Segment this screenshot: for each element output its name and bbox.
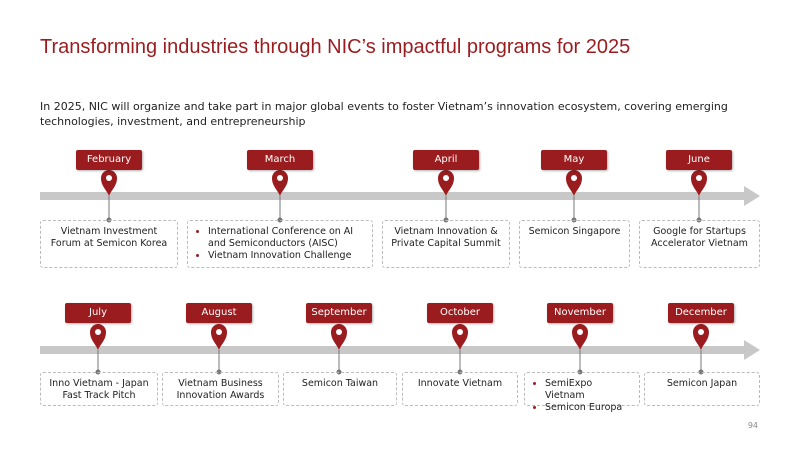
timeline-arrow (744, 340, 760, 360)
month-tag: June (666, 150, 732, 170)
event-text: Inno Vietnam - Japan Fast Track Pitch (49, 378, 149, 401)
month-tag: May (541, 150, 607, 170)
pin (691, 170, 707, 196)
event-text: Innovate Vietnam (417, 378, 503, 389)
pin-hole (336, 329, 342, 335)
event-box: Semicon Japan (644, 372, 760, 406)
event-box: Inno Vietnam - Japan Fast Track Pitch (40, 372, 158, 406)
month-tag: September (306, 303, 372, 323)
pin (438, 170, 454, 196)
event-box: Vietnam Innovation & Private Capital Sum… (382, 220, 510, 268)
event-item: International Conference on AI and Semic… (208, 226, 366, 250)
pin (101, 170, 117, 196)
pin (566, 170, 582, 196)
event-text: Semicon Singapore (528, 226, 621, 237)
timeline-arrow (744, 186, 760, 206)
month-tag: March (247, 150, 313, 170)
month-tag: April (413, 150, 479, 170)
subtitle: In 2025, NIC will organize and take part… (40, 100, 728, 128)
pin-hole (106, 175, 112, 181)
event-list: International Conference on AI and Semic… (194, 226, 366, 262)
pin (572, 324, 588, 350)
event-box: Vietnam Investment Forum at Semicon Kore… (40, 220, 178, 268)
pin-hole (457, 329, 463, 335)
month-tag: February (76, 150, 142, 170)
event-box: Vietnam Business Innovation Awards (162, 372, 279, 406)
pin (272, 170, 288, 196)
event-item: Semicon Europa (545, 402, 633, 414)
pin-hole (443, 175, 449, 181)
event-text: Semicon Japan (666, 378, 738, 389)
pin-hole (95, 329, 101, 335)
event-item: Vietnam Innovation Challenge (208, 250, 366, 262)
event-text: Vietnam Innovation & Private Capital Sum… (391, 226, 501, 249)
pin-hole (696, 175, 702, 181)
pin-hole (216, 329, 222, 335)
event-box: International Conference on AI and Semic… (187, 220, 373, 268)
month-tag: July (65, 303, 131, 323)
pin (211, 324, 227, 350)
pin-hole (277, 175, 283, 181)
event-box: Semicon Singapore (519, 220, 630, 268)
month-tag: October (427, 303, 493, 323)
event-text: Google for Startups Accelerator Vietnam (651, 226, 748, 249)
event-box: Semicon Taiwan (283, 372, 397, 406)
pin-hole (577, 329, 583, 335)
pin (693, 324, 709, 350)
event-list: SemiExpo VietnamSemicon Europa (531, 378, 633, 413)
timeline-bar (40, 346, 746, 354)
page-number: 94 (747, 421, 758, 430)
event-box: Innovate Vietnam (402, 372, 518, 406)
pin (331, 324, 347, 350)
event-text: Vietnam Investment Forum at Semicon Kore… (50, 226, 168, 249)
pin (90, 324, 106, 350)
title: Transforming industries through NIC’s im… (40, 36, 631, 58)
event-box: SemiExpo VietnamSemicon Europa (524, 372, 640, 413)
event-box: Google for Startups Accelerator Vietnam (639, 220, 760, 268)
pin-hole (698, 329, 704, 335)
month-tag: November (547, 303, 613, 323)
month-tag: August (186, 303, 252, 323)
event-item: SemiExpo Vietnam (545, 378, 633, 402)
pin-hole (571, 175, 577, 181)
timeline-bar (40, 192, 746, 200)
event-text: Vietnam Business Innovation Awards (176, 378, 265, 401)
month-tag: December (668, 303, 734, 323)
event-text: Semicon Taiwan (301, 378, 379, 389)
pin (452, 324, 468, 350)
